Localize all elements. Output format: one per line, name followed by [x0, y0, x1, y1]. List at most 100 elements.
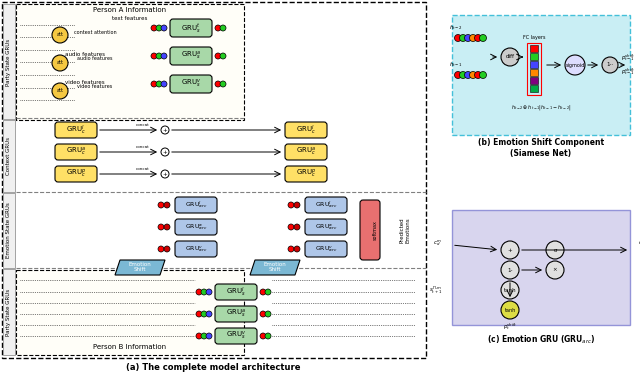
- FancyBboxPatch shape: [55, 122, 97, 138]
- Text: sigmoid: sigmoid: [565, 62, 585, 68]
- Text: Party State GRUs: Party State GRUs: [6, 288, 12, 335]
- FancyBboxPatch shape: [175, 219, 217, 235]
- Text: GRU$_c^{p}$: GRU$_c^{p}$: [66, 168, 86, 180]
- FancyBboxPatch shape: [2, 2, 426, 358]
- Text: ×: ×: [553, 267, 557, 273]
- Circle shape: [465, 71, 472, 79]
- Circle shape: [156, 81, 162, 87]
- Circle shape: [164, 202, 170, 208]
- FancyBboxPatch shape: [3, 4, 15, 119]
- Circle shape: [470, 35, 477, 41]
- FancyBboxPatch shape: [285, 144, 327, 160]
- Circle shape: [161, 126, 169, 134]
- Circle shape: [201, 311, 207, 317]
- Circle shape: [565, 55, 585, 75]
- Text: GRU$_{arc}^{a}$: GRU$_{arc}^{a}$: [185, 222, 207, 232]
- FancyBboxPatch shape: [55, 166, 97, 182]
- FancyBboxPatch shape: [170, 19, 212, 37]
- Circle shape: [206, 311, 212, 317]
- Circle shape: [501, 261, 519, 279]
- Text: $s_{t+1}^{\Pi,m}$: $s_{t+1}^{\Pi,m}$: [429, 284, 442, 296]
- Circle shape: [602, 57, 618, 73]
- Circle shape: [215, 81, 221, 87]
- Text: Predicted
Emotions: Predicted Emotions: [399, 217, 410, 243]
- Circle shape: [501, 241, 519, 259]
- FancyBboxPatch shape: [530, 77, 538, 84]
- Circle shape: [220, 53, 226, 59]
- FancyBboxPatch shape: [215, 284, 257, 300]
- Text: GRU$_{arc}^{a}$: GRU$_{arc}^{a}$: [315, 222, 337, 232]
- FancyBboxPatch shape: [305, 197, 347, 213]
- Circle shape: [206, 333, 212, 339]
- Text: att: att: [56, 88, 63, 94]
- Text: $p_{t-1}^{shift}$: $p_{t-1}^{shift}$: [621, 53, 635, 64]
- Text: concat: concat: [136, 167, 150, 171]
- Text: text features: text features: [112, 15, 148, 21]
- Circle shape: [260, 289, 266, 295]
- Text: (c) Emotion GRU (GRU$_{arc}$): (c) Emotion GRU (GRU$_{arc}$): [487, 334, 595, 346]
- Circle shape: [454, 35, 461, 41]
- Text: +: +: [508, 247, 513, 253]
- Text: GRU$_s^{a}$: GRU$_s^{a}$: [226, 308, 246, 320]
- FancyBboxPatch shape: [175, 197, 217, 213]
- Circle shape: [454, 71, 461, 79]
- Circle shape: [164, 246, 170, 252]
- FancyBboxPatch shape: [3, 269, 15, 355]
- Circle shape: [52, 55, 68, 71]
- Text: $c_{t+1}^m$: $c_{t+1}^m$: [638, 238, 640, 248]
- Circle shape: [220, 81, 226, 87]
- Text: Person A Information: Person A Information: [93, 7, 166, 13]
- Text: video features: video features: [65, 80, 105, 85]
- FancyBboxPatch shape: [3, 193, 15, 268]
- FancyBboxPatch shape: [175, 241, 217, 257]
- Text: Emotion
Shift: Emotion Shift: [129, 262, 152, 272]
- Text: Person B Information: Person B Information: [93, 344, 166, 350]
- Circle shape: [265, 289, 271, 295]
- FancyBboxPatch shape: [530, 53, 538, 60]
- Text: 1-: 1-: [508, 267, 513, 273]
- Text: GRU$_c^{a}$: GRU$_c^{a}$: [66, 146, 86, 158]
- Circle shape: [501, 301, 519, 319]
- FancyBboxPatch shape: [360, 200, 380, 260]
- Text: $p_t^{shift}$: $p_t^{shift}$: [503, 321, 517, 332]
- Text: GRU$_s^{v}$: GRU$_s^{v}$: [226, 330, 246, 342]
- Circle shape: [215, 25, 221, 31]
- FancyBboxPatch shape: [285, 122, 327, 138]
- Text: GRU$_{arc}^{v}$: GRU$_{arc}^{v}$: [185, 244, 207, 254]
- Text: (a) The complete model architecture: (a) The complete model architecture: [125, 364, 300, 373]
- Circle shape: [294, 246, 300, 252]
- Circle shape: [546, 241, 564, 259]
- Circle shape: [215, 53, 221, 59]
- Text: diff: diff: [506, 55, 515, 59]
- FancyBboxPatch shape: [452, 210, 630, 325]
- Text: video features: video features: [77, 85, 113, 89]
- Circle shape: [460, 35, 467, 41]
- Circle shape: [151, 25, 157, 31]
- FancyBboxPatch shape: [530, 61, 538, 68]
- Text: GRU$_s^{t}$: GRU$_s^{t}$: [181, 21, 201, 35]
- Polygon shape: [250, 260, 300, 275]
- Circle shape: [501, 281, 519, 299]
- FancyBboxPatch shape: [215, 306, 257, 322]
- Text: (b) Emotion Shift Component
(Siamese Net): (b) Emotion Shift Component (Siamese Net…: [478, 138, 604, 158]
- Circle shape: [164, 224, 170, 230]
- Text: softmax: softmax: [372, 220, 378, 240]
- Circle shape: [546, 261, 564, 279]
- Circle shape: [156, 25, 162, 31]
- Circle shape: [158, 224, 164, 230]
- Text: Emotion
Shift: Emotion Shift: [264, 262, 286, 272]
- Circle shape: [501, 48, 519, 66]
- Circle shape: [161, 25, 167, 31]
- Text: +: +: [163, 171, 168, 176]
- Circle shape: [260, 311, 266, 317]
- Circle shape: [196, 333, 202, 339]
- Text: att: att: [56, 61, 63, 65]
- Text: GRU$_s^{l}$: GRU$_s^{l}$: [226, 285, 246, 299]
- Circle shape: [288, 202, 294, 208]
- Circle shape: [265, 333, 271, 339]
- FancyBboxPatch shape: [285, 166, 327, 182]
- Text: audio features: audio features: [77, 56, 113, 62]
- Circle shape: [260, 333, 266, 339]
- FancyBboxPatch shape: [16, 270, 244, 355]
- FancyBboxPatch shape: [305, 241, 347, 257]
